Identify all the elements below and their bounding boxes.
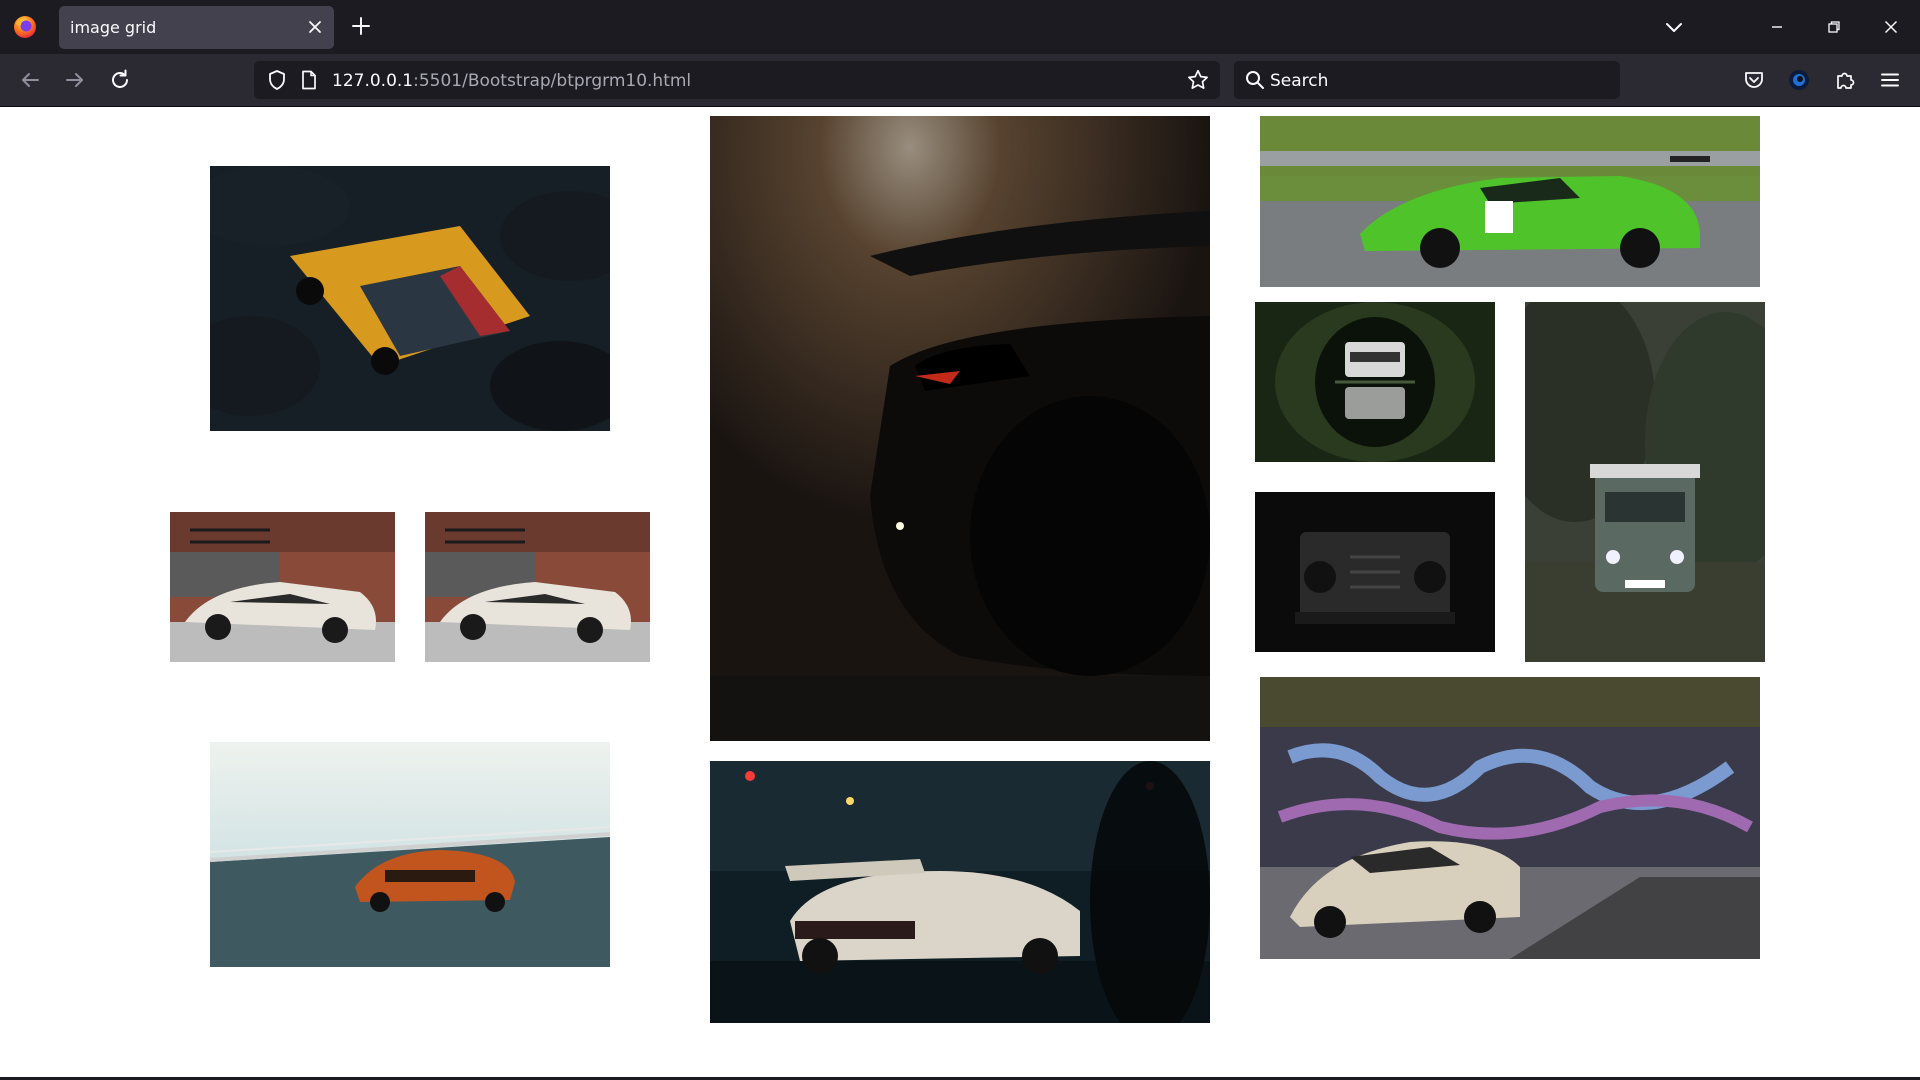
image-land-rover-defender-front-dark — [1255, 492, 1495, 652]
page-icon[interactable] — [298, 69, 320, 91]
shield-icon[interactable] — [266, 69, 288, 91]
url-host: 127.0.0.1 — [332, 71, 414, 91]
puzzle-icon[interactable] — [1833, 68, 1857, 92]
arrow-left-icon[interactable] — [18, 68, 42, 92]
chevron-down-icon[interactable] — [1662, 15, 1686, 39]
url-path: :5501/Bootstrap/btprgrm10.html — [413, 71, 692, 91]
image-orange-lamborghini-on-bridge — [210, 742, 610, 967]
image-grid-page — [0, 107, 1920, 1080]
image-white-lamborghini-aventador-roadster-1 — [170, 512, 395, 662]
image-black-yellow-lamborghini-huracan-parking — [210, 166, 610, 431]
plus-icon[interactable] — [350, 15, 372, 37]
arrow-right-icon[interactable] — [63, 68, 87, 92]
image-land-rover-defender-forest — [1525, 302, 1765, 662]
image-lamborghini-huracan-rear-dark — [710, 116, 1210, 741]
star-icon[interactable] — [1186, 68, 1210, 92]
minimize-icon[interactable] — [1765, 15, 1789, 39]
close-icon[interactable] — [1879, 15, 1903, 39]
hamburger-menu-icon[interactable] — [1878, 68, 1902, 92]
account-icon[interactable] — [1787, 68, 1811, 92]
url-text[interactable]: 127.0.0.1:5501/Bootstrap/btprgrm10.html — [332, 71, 691, 91]
tab-image-grid[interactable]: image grid — [59, 6, 334, 49]
firefox-logo-icon — [14, 16, 36, 38]
search-bar[interactable]: Search — [1234, 61, 1620, 99]
close-icon[interactable] — [304, 16, 326, 38]
image-white-lamborghini-aventador-roadster-2 — [425, 512, 650, 662]
tab-title: image grid — [70, 18, 157, 37]
search-icon — [1246, 71, 1264, 89]
search-input[interactable]: Search — [1270, 71, 1329, 91]
pocket-icon[interactable] — [1742, 68, 1766, 92]
image-porsche-rwb-night-street — [710, 761, 1210, 1023]
reload-icon[interactable] — [108, 68, 132, 92]
image-white-lamborghini-huracan-graffiti — [1260, 677, 1760, 959]
restore-icon[interactable] — [1822, 15, 1846, 39]
navigation-toolbar: 127.0.0.1:5501/Bootstrap/btprgrm10.html … — [0, 54, 1920, 107]
image-land-rover-defender-forest-reflection — [1255, 302, 1495, 462]
tab-bar: image grid — [0, 0, 1920, 54]
url-bar[interactable]: 127.0.0.1:5501/Bootstrap/btprgrm10.html — [254, 61, 1220, 99]
window-bottom-edge — [0, 1077, 1920, 1080]
image-green-lamborghini-race-car — [1260, 116, 1760, 287]
